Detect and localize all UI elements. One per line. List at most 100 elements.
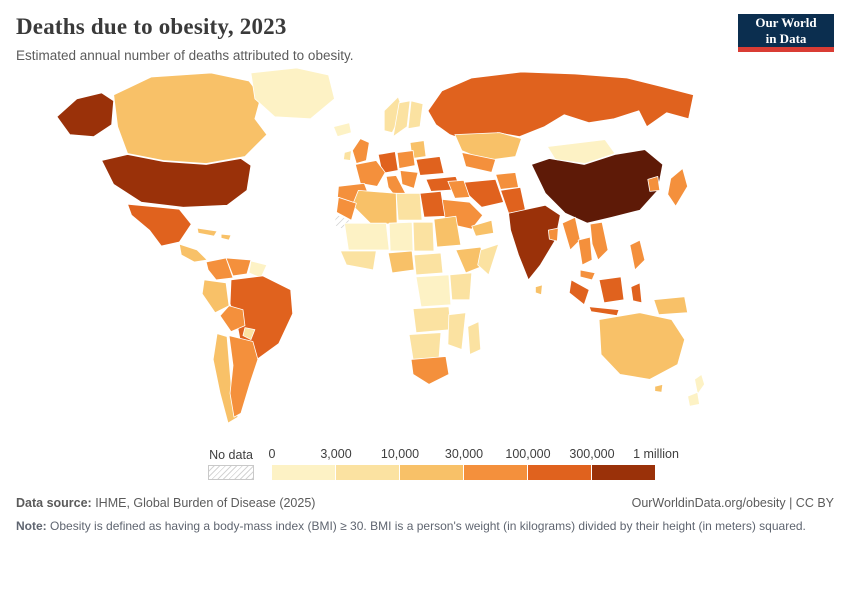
country-south-africa[interactable] — [410, 356, 450, 385]
country-united-states[interactable] — [56, 92, 115, 138]
country-cameroon-car[interactable] — [413, 252, 444, 276]
country-russia[interactable] — [427, 71, 694, 143]
country-mozambique-zimbabwe[interactable] — [447, 312, 467, 350]
country-venezuela[interactable] — [225, 257, 252, 277]
owid-url-link[interactable]: OurWorldinData.org/obesity | CC BY — [631, 496, 834, 510]
country-angola-zambia[interactable] — [412, 306, 452, 333]
country-sweden[interactable] — [392, 100, 411, 138]
country-namibia-botswana[interactable] — [408, 332, 442, 360]
legend-tick-label: 30,000 — [444, 447, 484, 461]
legend-bin-300k-1m[interactable] — [592, 465, 656, 480]
country-bolivia[interactable] — [219, 305, 246, 332]
legend-bin-3k-10k[interactable] — [336, 465, 400, 480]
country-west-africa[interactable] — [340, 250, 377, 271]
country-pakistan[interactable] — [500, 186, 526, 214]
country-mali-mauritania[interactable] — [344, 222, 390, 251]
country-sudan[interactable] — [433, 215, 462, 248]
legend-scale: 0 3,000 10,000 30,000 100,000 300,000 1 millio… — [268, 447, 679, 480]
country-balkans[interactable] — [399, 170, 419, 189]
owid-logo-line1: Our World — [755, 14, 817, 30]
source-row: Data source: IHME, Global Burden of Dise… — [16, 496, 834, 510]
note-label: Note: — [16, 519, 47, 533]
country-iraq-syria[interactable] — [447, 180, 471, 199]
country-colombia[interactable] — [205, 257, 234, 281]
owid-logo-accent-bar — [738, 47, 834, 52]
country-chad[interactable] — [412, 221, 435, 252]
country-new-zealand[interactable] — [687, 391, 700, 407]
country-indonesia[interactable] — [568, 279, 590, 306]
country-mongolia[interactable] — [546, 139, 616, 164]
country-kazakhstan[interactable] — [454, 132, 522, 161]
data-source-label: Data source: — [16, 496, 92, 510]
country-egypt[interactable] — [419, 190, 446, 218]
country-hispaniola[interactable] — [220, 233, 232, 241]
legend-bin-30k-100k[interactable] — [464, 465, 528, 480]
country-algeria[interactable] — [351, 189, 398, 226]
country-australia[interactable] — [598, 312, 686, 380]
country-bangladesh[interactable] — [547, 227, 559, 242]
legend-scale-labels: 0 3,000 10,000 30,000 100,000 300,000 1 millio… — [268, 447, 679, 462]
country-indonesia[interactable] — [630, 282, 643, 304]
footer: Data source: IHME, Global Burden of Dise… — [0, 496, 850, 535]
country-iceland[interactable] — [333, 122, 352, 138]
country-ukraine[interactable] — [415, 156, 445, 176]
country-yemen-oman[interactable] — [471, 219, 495, 237]
country-japan[interactable] — [667, 168, 689, 207]
legend-no-data[interactable]: No data — [208, 448, 254, 480]
country-niger[interactable] — [388, 221, 414, 252]
legend-bin-100k-300k[interactable] — [528, 465, 592, 480]
country-papua-new-guinea[interactable] — [653, 296, 689, 316]
data-source: Data source: IHME, Global Burden of Dise… — [16, 496, 315, 510]
country-argentina[interactable] — [228, 335, 259, 418]
legend-tick-label: 10,000 — [380, 447, 420, 461]
country-central-europe[interactable] — [396, 150, 416, 169]
country-sri-lanka[interactable] — [535, 284, 543, 296]
country-france[interactable] — [354, 160, 386, 187]
country-indonesia[interactable] — [588, 306, 620, 317]
country-philippines[interactable] — [629, 239, 646, 271]
country-malaysia[interactable] — [579, 269, 596, 281]
country-madagascar[interactable] — [467, 321, 482, 355]
country-morocco[interactable] — [336, 196, 357, 221]
legend-no-data-label: No data — [209, 448, 253, 462]
note-text: Obesity is defined as having a body-mass… — [46, 519, 806, 533]
legend-no-data-swatch[interactable] — [208, 465, 254, 480]
legend-bin-10k-30k[interactable] — [400, 465, 464, 480]
country-central-america[interactable] — [178, 243, 208, 263]
page-subtitle: Estimated annual number of deaths attrib… — [16, 48, 354, 63]
owid-logo[interactable]: Our World in Data — [738, 14, 834, 52]
legend-scale-segments — [272, 465, 656, 480]
country-kenya-tanzania[interactable] — [449, 272, 473, 301]
country-mexico[interactable] — [127, 203, 192, 247]
data-source-value: IHME, Global Burden of Disease (2025) — [91, 496, 316, 510]
legend-bin-0-3k[interactable] — [272, 465, 336, 480]
country-united-states[interactable] — [101, 154, 252, 208]
country-myanmar[interactable] — [561, 216, 581, 251]
country-south-korea[interactable] — [647, 176, 661, 192]
country-greenland[interactable] — [250, 67, 335, 120]
country-somalia[interactable] — [477, 243, 500, 276]
country-libya[interactable] — [395, 192, 423, 221]
country-cuba[interactable] — [196, 227, 218, 237]
country-vietnam[interactable] — [589, 221, 609, 261]
country-finland[interactable] — [407, 100, 424, 130]
country-afghanistan[interactable] — [495, 172, 519, 190]
country-peru[interactable] — [201, 279, 230, 314]
country-india[interactable] — [508, 204, 561, 281]
country-ireland[interactable] — [343, 150, 352, 161]
legend-tick-label: 0 — [268, 447, 276, 461]
country-drc[interactable] — [415, 274, 452, 308]
page-title: Deaths due to obesity, 2023 — [16, 14, 287, 39]
country-central-asia[interactable] — [461, 152, 497, 173]
note-row: Note: Obesity is defined as having a bod… — [16, 518, 834, 535]
country-guyanas[interactable] — [248, 260, 268, 279]
country-paraguay[interactable] — [242, 327, 256, 340]
country-indonesia[interactable] — [598, 276, 625, 304]
country-canada[interactable] — [113, 72, 268, 164]
country-nigeria[interactable] — [387, 250, 415, 274]
country-new-zealand[interactable] — [694, 373, 705, 395]
country-thailand[interactable] — [577, 236, 593, 266]
country-united-kingdom[interactable] — [351, 138, 370, 164]
country-australia[interactable] — [654, 383, 664, 393]
